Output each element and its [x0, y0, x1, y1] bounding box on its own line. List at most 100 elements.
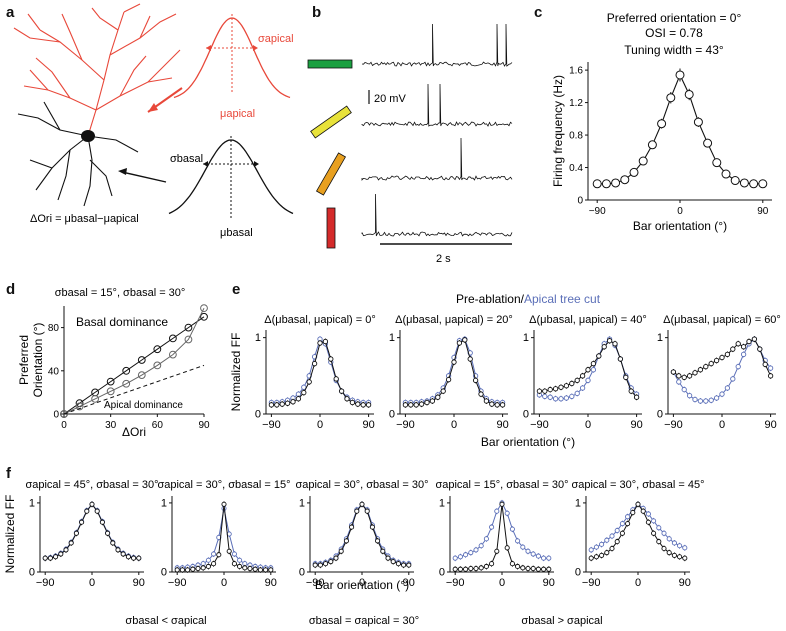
data-point — [693, 117, 703, 127]
data-point — [463, 566, 469, 572]
data-point — [746, 338, 752, 345]
data-point — [473, 565, 479, 572]
data-point — [767, 365, 774, 371]
apical-tree — [13, 3, 181, 137]
data-point — [68, 540, 74, 546]
data-point — [666, 550, 672, 556]
data-point — [328, 356, 334, 362]
data-point — [593, 554, 599, 560]
data-point — [536, 388, 543, 394]
data-point — [638, 156, 648, 166]
x-tick-label: 0 — [635, 577, 641, 589]
panel-b-voltage-traces: 20 mV 2 s — [307, 23, 513, 265]
data-point — [606, 338, 613, 344]
data-point — [468, 550, 474, 556]
data-point — [757, 346, 763, 352]
data-point — [585, 377, 591, 384]
data-point — [520, 544, 526, 550]
data-point — [242, 565, 248, 571]
data-point — [574, 377, 580, 384]
data-point — [483, 398, 490, 404]
data-point — [343, 538, 349, 544]
data-point — [588, 547, 594, 553]
data-point — [89, 501, 95, 507]
data-point — [105, 530, 111, 536]
panel-c-title-3: Tuning width = 43° — [624, 43, 724, 57]
pre-ablation-curve — [45, 503, 139, 559]
data-point — [686, 373, 693, 379]
data-point — [547, 394, 553, 400]
data-point — [131, 555, 137, 561]
y-tick-label: 0.8 — [569, 131, 583, 142]
data-point — [457, 566, 463, 572]
x-tick-label: 90 — [362, 419, 374, 431]
panel-letter-a: a — [6, 4, 15, 21]
voltage-trace-3 — [361, 137, 513, 181]
y-tick-label: 1 — [29, 497, 35, 509]
data-point — [406, 562, 412, 568]
x-tick-label: 30 — [105, 420, 117, 431]
data-point — [671, 552, 677, 558]
y-axis-label: Firing frequency (Hz) — [551, 75, 565, 187]
y-axis-label-line-1: Preferred — [17, 335, 31, 385]
data-point — [647, 140, 657, 150]
data-point — [317, 562, 323, 568]
data-point — [525, 565, 531, 572]
data-point — [58, 551, 64, 557]
data-point — [599, 552, 605, 558]
data-point — [623, 374, 629, 380]
data-point — [703, 138, 713, 148]
data-point — [284, 400, 291, 406]
data-point — [666, 536, 672, 542]
data-point — [375, 538, 381, 544]
data-point — [435, 394, 441, 400]
x-tick-label: 0 — [451, 419, 457, 431]
data-point — [440, 388, 446, 394]
data-point — [115, 547, 121, 553]
panel-d-title: σbasal = 15°, σbasal = 30° — [55, 287, 186, 299]
data-point — [703, 398, 709, 404]
data-point — [125, 554, 131, 560]
x-tick-label: −90 — [664, 419, 683, 431]
data-point — [390, 559, 396, 565]
data-point — [625, 521, 631, 527]
data-point — [749, 179, 759, 189]
data-point — [661, 530, 667, 536]
data-point — [311, 360, 318, 367]
panel-e-subtitle: Δ(μbasal, μapical) = 0° — [264, 314, 376, 326]
x-tick-label: −90 — [306, 577, 325, 589]
data-point — [633, 394, 640, 400]
data-point — [478, 543, 484, 549]
y-axis-label: Normalized FF — [229, 333, 243, 412]
data-point — [611, 178, 621, 188]
data-point — [619, 530, 625, 536]
data-point — [179, 567, 185, 573]
data-point — [558, 384, 564, 390]
data-point — [295, 391, 302, 397]
data-point — [489, 561, 495, 567]
data-point — [681, 374, 687, 380]
data-point — [671, 540, 677, 546]
data-point — [617, 356, 624, 362]
apical-cut-curve — [45, 503, 139, 559]
data-point — [360, 402, 366, 408]
data-point — [333, 555, 339, 561]
x-tick-label: 90 — [757, 206, 769, 217]
data-point — [408, 402, 414, 408]
data-point — [263, 567, 269, 573]
data-point — [402, 402, 409, 408]
basal-dominance-label: Basal dominance — [76, 315, 168, 329]
data-point — [216, 552, 222, 558]
data-point — [73, 530, 79, 536]
data-point — [535, 553, 541, 559]
data-point — [94, 508, 100, 514]
data-point — [451, 359, 457, 365]
data-point — [494, 402, 500, 408]
bar-stimulus-vertical — [326, 207, 336, 249]
x-tick-label: 90 — [543, 577, 555, 589]
data-point — [588, 555, 594, 561]
data-point — [136, 555, 142, 561]
data-point — [483, 536, 489, 542]
bar-stimulus-steep — [315, 152, 347, 196]
